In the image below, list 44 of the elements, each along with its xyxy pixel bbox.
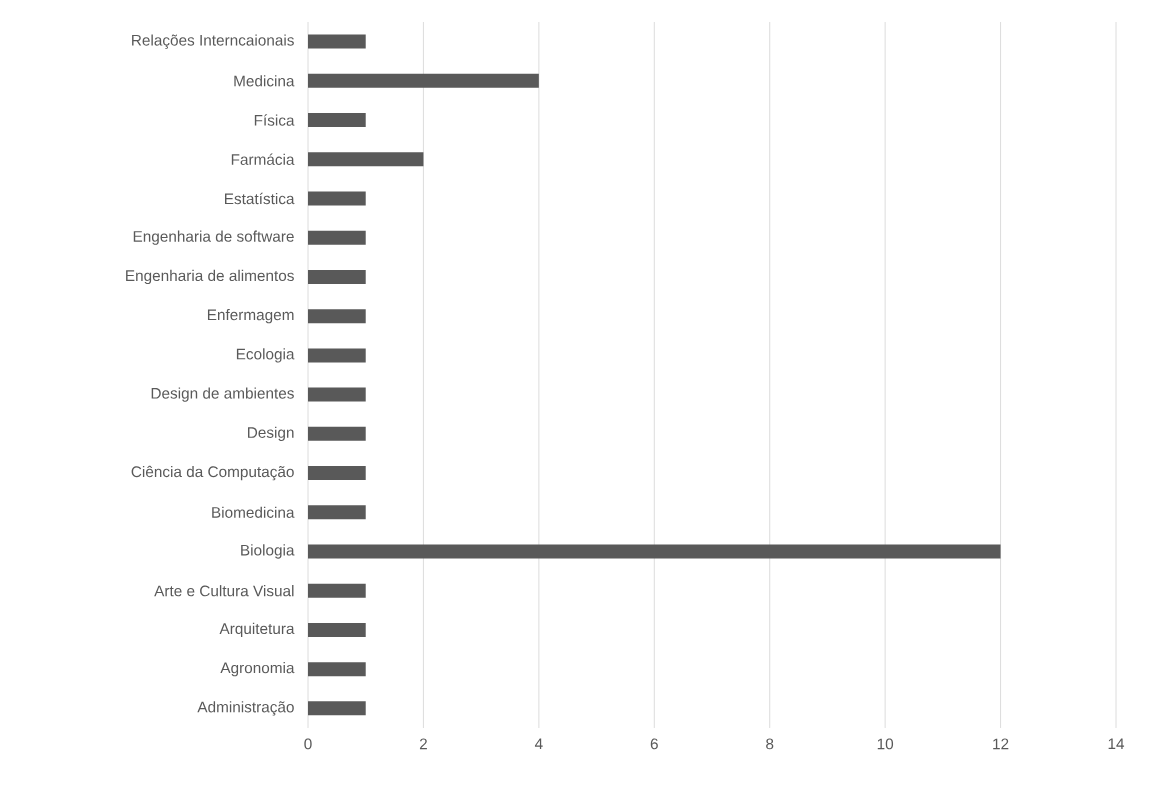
bar (308, 701, 366, 716)
x-tick-label: 4 (534, 738, 543, 750)
x-tick-label: 8 (766, 738, 774, 750)
bar (308, 309, 366, 324)
bar (308, 426, 366, 441)
x-tick-label: 2 (419, 738, 427, 750)
y-tick-label: Engenharia de alimentos (126, 269, 294, 285)
y-tick-label: Arquitetura (219, 622, 295, 638)
x-tick-label: 14 (1108, 738, 1125, 750)
x-tick-label: 0 (304, 738, 312, 750)
x-tick-label: 6 (650, 738, 658, 750)
bar (308, 505, 366, 520)
bar (308, 348, 366, 363)
bar (308, 466, 366, 481)
x-tick-label: 10 (877, 738, 894, 750)
y-tick-label: Farmácia (231, 153, 295, 165)
y-tick-label: Design de ambientes (151, 387, 294, 402)
y-tick-label: Engenharia de software (133, 230, 294, 245)
bar (308, 73, 539, 88)
y-tick-label: Física (254, 114, 295, 126)
y-tick-label: Estatística (225, 192, 295, 205)
bar (308, 191, 366, 206)
bar (308, 113, 366, 128)
bar (308, 387, 366, 402)
bar (308, 544, 1001, 559)
bar (308, 583, 366, 598)
y-tick-label: Ecologia (236, 348, 295, 363)
y-tick-label: Design (248, 426, 294, 441)
bar (308, 622, 366, 637)
x-tick-label: 12 (993, 738, 1009, 750)
bar (308, 662, 366, 677)
y-tick-label: Biologia (241, 544, 295, 559)
y-tick-label: Agronomia (220, 662, 295, 677)
bar (308, 230, 366, 245)
y-tick-label: Enfermagem (207, 309, 294, 324)
y-tick-label: Biomedicina (212, 506, 295, 518)
bar (308, 269, 366, 284)
bar (308, 152, 424, 167)
y-tick-label: Arte e Cultura Visual (154, 585, 294, 597)
y-tick-label: Administração (197, 701, 294, 716)
y-tick-label: Medicina (234, 75, 295, 87)
y-tick-label: Ciência da Computação (131, 465, 294, 481)
y-tick-label: Relações Interncaionais (132, 34, 294, 49)
bar (308, 34, 366, 49)
